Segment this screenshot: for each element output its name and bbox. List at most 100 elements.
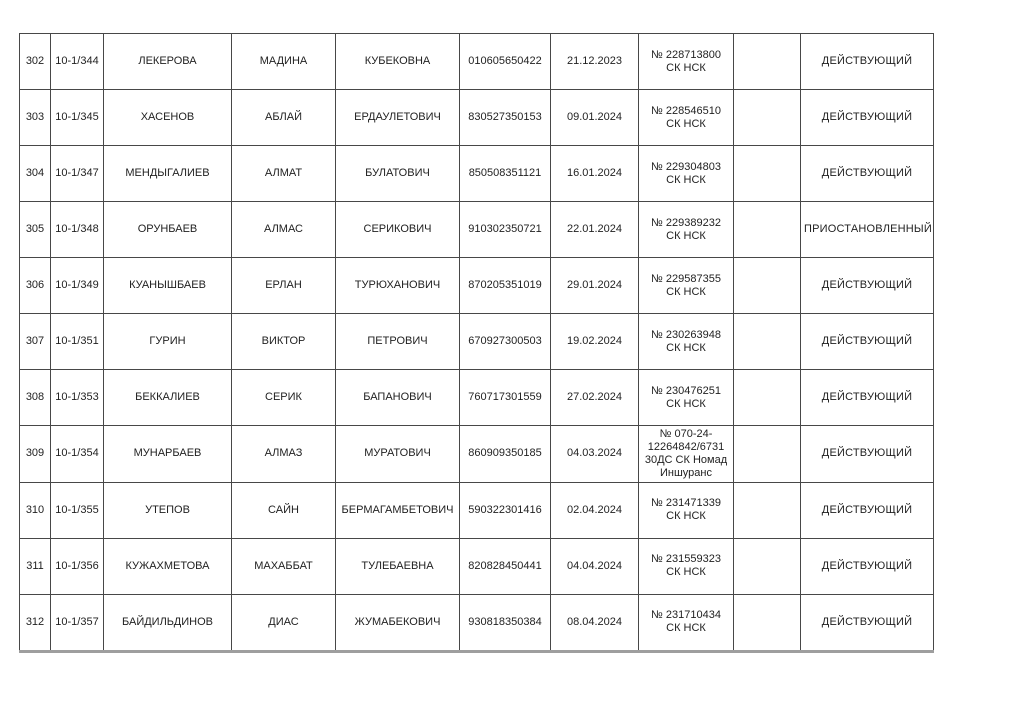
cell-first-name: АЛМАЗ [231,425,336,483]
cell-certificate: № 231710434 СК НСК [638,593,734,652]
cell-row-number: 305 [19,201,51,258]
cell-note-empty [733,537,801,595]
cell-surname: ОРУНБАЕВ [103,201,232,258]
cell-patronymic: ПЕТРОВИЧ [335,313,460,370]
cell-patronymic: БАПАНОВИЧ [335,369,460,426]
cell-license-code: 10-1/344 [50,33,104,90]
cell-first-name: САЙН [231,481,336,539]
cell-surname: МУНАРБАЕВ [103,425,232,483]
cell-note-empty [733,89,801,146]
cell-row-number: 310 [19,481,51,539]
cell-row-number: 311 [19,537,51,595]
cell-row-number: 308 [19,369,51,426]
cell-license-code: 10-1/356 [50,537,104,595]
cell-id-number: 820828450441 [459,537,551,595]
cell-surname: БЕККАЛИЕВ [103,369,232,426]
cell-certificate: № 228713800 СК НСК [638,33,734,90]
cell-first-name: МАДИНА [231,33,336,90]
cell-license-code: 10-1/349 [50,257,104,314]
cell-license-code: 10-1/353 [50,369,104,426]
cell-note-empty [733,481,801,539]
cell-license-code: 10-1/357 [50,593,104,652]
cell-patronymic: МУРАТОВИЧ [335,425,460,483]
cell-status: ДЕЙСТВУЮЩИЙ [800,537,934,595]
cell-date: 21.12.2023 [550,33,639,90]
cell-id-number: 590322301416 [459,481,551,539]
cell-first-name: АЛМАС [231,201,336,258]
cell-date: 22.01.2024 [550,201,639,258]
cell-note-empty [733,593,801,652]
cell-row-number: 302 [19,33,51,90]
cell-certificate: № 230476251 СК НСК [638,369,734,426]
table-row: 308 10-1/353 БЕККАЛИЕВ СЕРИК БАПАНОВИЧ 7… [19,369,934,426]
cell-certificate: № 229389232 СК НСК [638,201,734,258]
cell-date: 29.01.2024 [550,257,639,314]
cell-patronymic: ТУРЮХАНОВИЧ [335,257,460,314]
cell-first-name: СЕРИК [231,369,336,426]
table-row: 303 10-1/345 ХАСЕНОВ АБЛАЙ ЕРДАУЛЕТОВИЧ … [19,89,934,146]
cell-note-empty [733,313,801,370]
cell-status: ДЕЙСТВУЮЩИЙ [800,257,934,314]
cell-id-number: 860909350185 [459,425,551,483]
cell-id-number: 870205351019 [459,257,551,314]
cell-date: 04.04.2024 [550,537,639,595]
cell-certificate: № 229304803 СК НСК [638,145,734,202]
cell-id-number: 670927300503 [459,313,551,370]
cell-license-code: 10-1/355 [50,481,104,539]
cell-certificate: № 229587355 СК НСК [638,257,734,314]
cell-certificate: № 070-24- 12264842/6731 30ДС СК Номад Ин… [638,425,734,483]
table-row: 306 10-1/349 КУАНЫШБАЕВ ЕРЛАН ТУРЮХАНОВИ… [19,257,934,314]
cell-row-number: 304 [19,145,51,202]
cell-id-number: 930818350384 [459,593,551,652]
cell-date: 02.04.2024 [550,481,639,539]
cell-certificate: № 228546510 СК НСК [638,89,734,146]
cell-date: 09.01.2024 [550,89,639,146]
cell-license-code: 10-1/347 [50,145,104,202]
cell-patronymic: СЕРИКОВИЧ [335,201,460,258]
cell-surname: ХАСЕНОВ [103,89,232,146]
cell-status: ДЕЙСТВУЮЩИЙ [800,313,934,370]
cell-patronymic: ТУЛЕБАЕВНА [335,537,460,595]
cell-row-number: 307 [19,313,51,370]
cell-first-name: ДИАС [231,593,336,652]
table-row: 312 10-1/357 БАЙДИЛЬДИНОВ ДИАС ЖУМАБЕКОВ… [19,593,934,652]
cell-surname: ЛЕКЕРОВА [103,33,232,90]
table-row: 304 10-1/347 МЕНДЫГАЛИЕВ АЛМАТ БУЛАТОВИЧ… [19,145,934,202]
cell-patronymic: КУБЕКОВНА [335,33,460,90]
cell-date: 19.02.2024 [550,313,639,370]
cell-date: 04.03.2024 [550,425,639,483]
cell-certificate: № 231559323 СК НСК [638,537,734,595]
cell-date: 27.02.2024 [550,369,639,426]
cell-id-number: 830527350153 [459,89,551,146]
cell-note-empty [733,257,801,314]
cell-patronymic: ЕРДАУЛЕТОВИЧ [335,89,460,146]
cell-patronymic: ЖУМАБЕКОВИЧ [335,593,460,652]
cell-row-number: 306 [19,257,51,314]
cell-patronymic: БЕРМАГАМБЕТОВИЧ [335,481,460,539]
cell-first-name: АЛМАТ [231,145,336,202]
cell-id-number: 850508351121 [459,145,551,202]
cell-first-name: ЕРЛАН [231,257,336,314]
cell-certificate: № 230263948 СК НСК [638,313,734,370]
cell-id-number: 910302350721 [459,201,551,258]
cell-surname: ГУРИН [103,313,232,370]
cell-id-number: 010605650422 [459,33,551,90]
cell-status: ДЕЙСТВУЮЩИЙ [800,89,934,146]
cell-license-code: 10-1/345 [50,89,104,146]
cell-status: ДЕЙСТВУЮЩИЙ [800,593,934,652]
cell-note-empty [733,145,801,202]
cell-surname: КУЖАХМЕТОВА [103,537,232,595]
cell-status: ДЕЙСТВУЮЩИЙ [800,145,934,202]
cell-id-number: 760717301559 [459,369,551,426]
table-row: 305 10-1/348 ОРУНБАЕВ АЛМАС СЕРИКОВИЧ 91… [19,201,934,258]
cell-license-code: 10-1/348 [50,201,104,258]
cell-status: ДЕЙСТВУЮЩИЙ [800,481,934,539]
cell-row-number: 309 [19,425,51,483]
cell-surname: УТЕПОВ [103,481,232,539]
cell-note-empty [733,201,801,258]
cell-first-name: АБЛАЙ [231,89,336,146]
table-row: 307 10-1/351 ГУРИН ВИКТОР ПЕТРОВИЧ 67092… [19,313,934,370]
cell-surname: МЕНДЫГАЛИЕВ [103,145,232,202]
cell-surname: БАЙДИЛЬДИНОВ [103,593,232,652]
